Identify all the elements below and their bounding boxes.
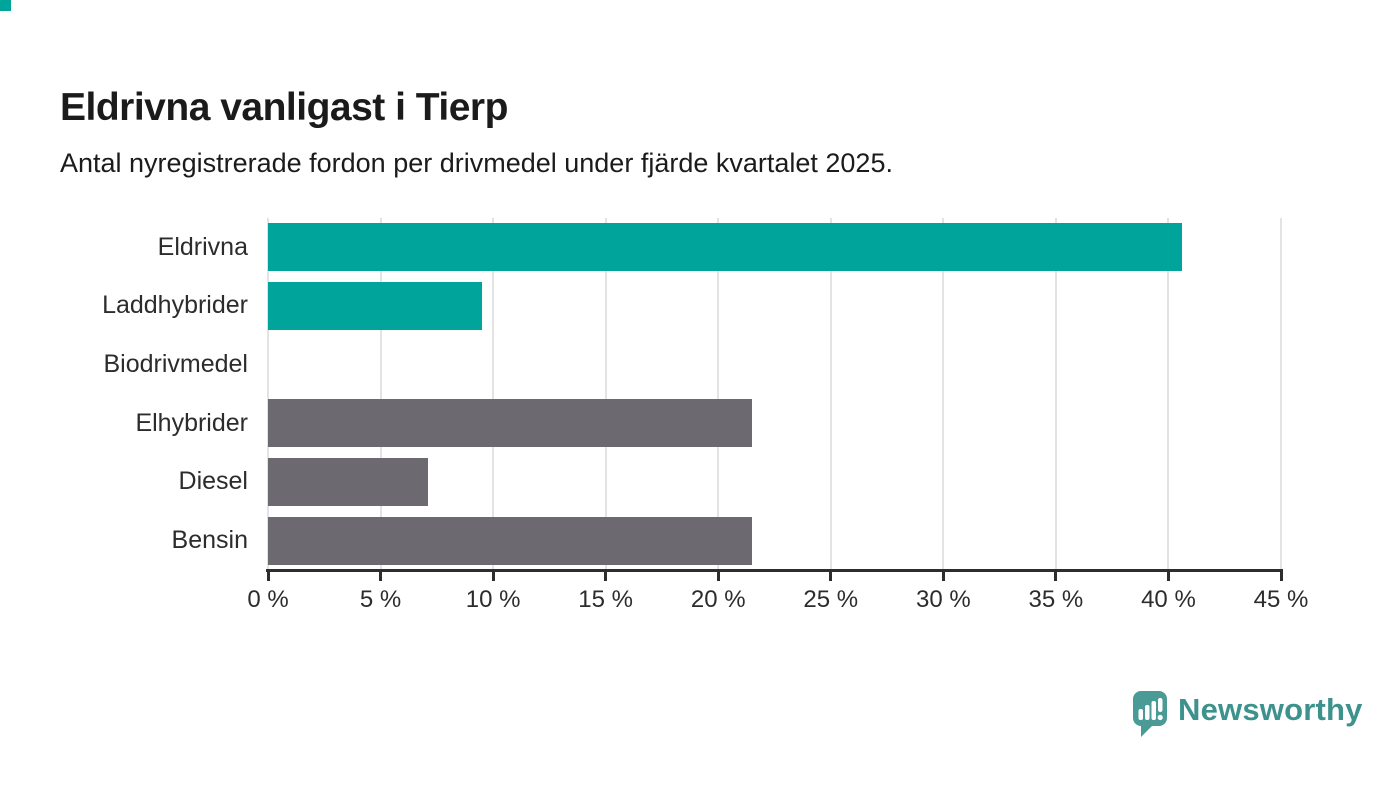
bar-row	[268, 394, 1281, 453]
bar-diesel	[268, 457, 428, 506]
gridline	[717, 218, 720, 570]
chart-subtitle: Antal nyregistrerade fordon per drivmede…	[60, 148, 893, 178]
category-label-elhybrider: Elhybrider	[135, 408, 248, 437]
gridline	[267, 218, 269, 570]
x-axis-tick	[1166, 572, 1170, 581]
category-label-laddhybrider: Laddhybrider	[102, 291, 248, 320]
gridline	[1054, 218, 1057, 570]
x-tick-label: 5 %	[359, 586, 402, 613]
gridline	[379, 218, 382, 570]
category-label-diesel: Diesel	[178, 467, 248, 496]
x-axis-tick	[1279, 572, 1283, 581]
bar-laddhybrider	[268, 281, 482, 330]
x-axis-tick	[491, 572, 495, 581]
newsworthy-logo: Newsworthy	[1131, 690, 1363, 737]
x-tick-label: 25 %	[803, 586, 859, 613]
gridline	[942, 218, 945, 570]
gridline	[1167, 218, 1170, 570]
category-label-bensin: Bensin	[171, 526, 248, 555]
bar-row	[268, 218, 1281, 277]
gridline	[604, 218, 607, 570]
gridline	[1280, 218, 1282, 570]
x-tick-label: 15 %	[578, 586, 633, 613]
x-axis-tick	[941, 572, 945, 581]
x-axis-line	[266, 569, 1283, 572]
corner-brand-mark	[0, 0, 11, 11]
x-tick-label: 0 %	[247, 586, 289, 613]
bar-eldrivna	[268, 223, 1182, 272]
plot-area	[267, 218, 1282, 570]
x-tick-label: 40 %	[1141, 586, 1196, 613]
x-axis-tick	[1054, 572, 1058, 581]
x-axis-tick	[604, 572, 608, 581]
category-label-eldrivna: Eldrivna	[157, 232, 248, 261]
bar-row	[268, 453, 1281, 512]
bar-row	[268, 511, 1281, 570]
x-tick-label: 35 %	[1028, 586, 1084, 613]
newsworthy-bar-chart-bubble-icon	[1133, 691, 1167, 737]
chart-title: Eldrivna vanligast i Tierp	[60, 86, 508, 130]
bar-elhybrider	[268, 399, 752, 448]
bar-row	[268, 277, 1281, 336]
x-axis-tick	[716, 572, 720, 581]
x-tick-label: 30 %	[915, 586, 971, 613]
newsworthy-logo-text: Newsworthy	[1178, 691, 1363, 727]
bar-row	[268, 335, 1281, 394]
x-tick-label: 45 %	[1253, 586, 1309, 613]
x-tick-label: 10 %	[465, 586, 521, 613]
category-label-biodrivmedel: Biodrivmedel	[103, 350, 248, 379]
gridline	[492, 218, 495, 570]
bar-bensin	[268, 516, 752, 565]
x-axis-tick	[829, 572, 833, 581]
x-axis-tick	[266, 572, 270, 581]
x-tick-label: 20 %	[690, 586, 746, 613]
x-axis-tick	[379, 572, 383, 581]
gridline	[829, 218, 832, 570]
